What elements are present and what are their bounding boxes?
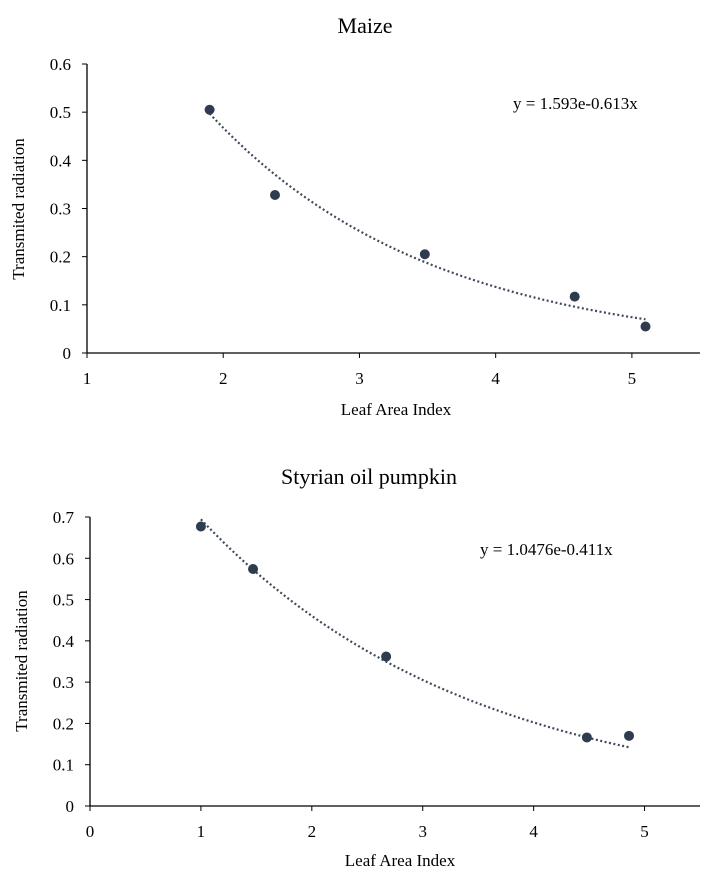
data-point (381, 651, 392, 662)
y-tick-label: 0.6 (53, 549, 74, 568)
data-point (195, 521, 206, 532)
y-tick-label: 0.2 (53, 714, 74, 733)
y-tick-label: 0.1 (50, 296, 71, 315)
trendline-equation: y = 1.593e-0.613x (513, 94, 638, 113)
x-tick-label: 3 (355, 369, 364, 388)
x-tick-label: 4 (529, 822, 538, 841)
trendline (200, 518, 630, 749)
y-tick-label: 0.1 (53, 756, 74, 775)
data-point (248, 564, 259, 575)
x-axis-label: Leaf Area Index (341, 400, 452, 419)
trendline-equation: y = 1.0476e-0.411x (480, 540, 613, 559)
x-axis-label: Leaf Area Index (345, 851, 456, 870)
x-tick-label: 5 (628, 369, 637, 388)
y-axis-label: Transmited radiation (12, 590, 31, 732)
y-tick-label: 0.7 (53, 508, 75, 527)
x-tick-label: 3 (418, 822, 427, 841)
trendline (208, 112, 646, 321)
data-point (640, 321, 651, 332)
y-tick-label: 0.2 (50, 248, 71, 267)
data-point (624, 730, 635, 741)
chart-title: Styrian oil pumpkin (281, 464, 457, 489)
plot-area: 0 0.1 0.2 0.3 0.4 0.5 0.6 0.7 0 1 2 3 4 5 (53, 508, 700, 841)
y-tick-label: 0.5 (53, 591, 74, 610)
x-tick-label: 1 (197, 822, 206, 841)
y-tick-label: 0.3 (53, 673, 74, 692)
chart-title: Maize (338, 13, 393, 38)
y-tick-label: 0 (63, 344, 72, 363)
y-tick-label: 0.6 (50, 55, 71, 74)
y-axis-label: Transmited radiation (9, 138, 28, 280)
styrian-oil-pumpkin-chart: Styrian oil pumpkin Transmited radiation… (12, 464, 700, 870)
x-tick-label: 2 (219, 369, 228, 388)
maize-chart: Maize Transmited radiation Leaf Area Ind… (9, 13, 700, 419)
y-tick-label: 0.4 (50, 151, 72, 170)
data-point (204, 104, 215, 115)
x-tick-label: 0 (86, 822, 95, 841)
data-point (569, 291, 580, 302)
data-point (419, 249, 430, 260)
y-tick-label: 0.3 (50, 200, 71, 219)
data-point (581, 732, 592, 743)
y-tick-label: 0.4 (53, 632, 75, 651)
y-tick-label: 0.5 (50, 103, 71, 122)
data-point (269, 190, 280, 201)
x-tick-label: 5 (640, 822, 649, 841)
plot-area: 0 0.1 0.2 0.3 0.4 0.5 0.6 1 2 3 4 5 (50, 55, 700, 388)
x-tick-label: 2 (308, 822, 317, 841)
x-tick-label: 1 (83, 369, 92, 388)
y-tick-label: 0 (66, 797, 75, 816)
x-tick-label: 4 (491, 369, 500, 388)
